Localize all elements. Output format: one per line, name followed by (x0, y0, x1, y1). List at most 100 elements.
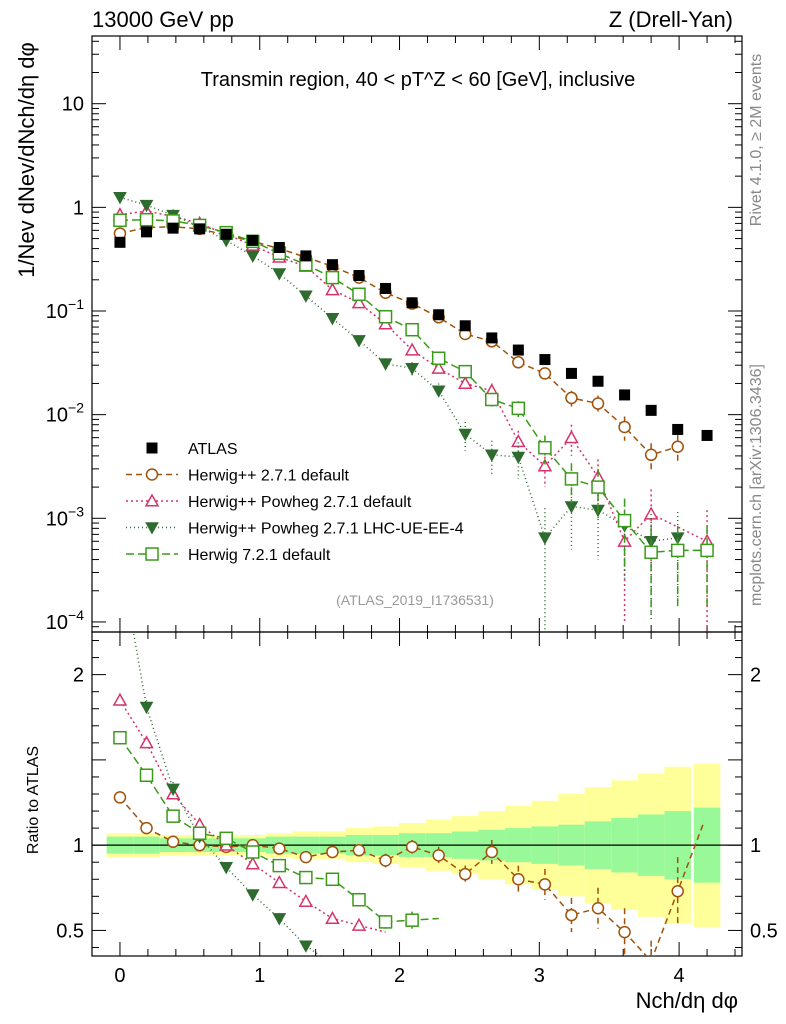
header-right: Z (Drell-Yan) (609, 7, 733, 32)
data-point (326, 845, 339, 859)
data-point (458, 364, 472, 379)
x-tick-label: 4 (674, 965, 685, 987)
y-tick-label: 1 (73, 197, 84, 219)
data-point (145, 522, 159, 535)
data-point (219, 831, 233, 846)
data-point (458, 428, 473, 442)
atlas-data-point (273, 241, 285, 253)
y-axis-label: 1/Nev dNev/dNch/dη dφ (14, 42, 39, 278)
atlas-data-point (141, 226, 153, 238)
data-point (565, 908, 578, 922)
data-point (326, 960, 338, 971)
data-point (166, 783, 180, 796)
data-point (484, 449, 499, 462)
data-point (671, 440, 684, 454)
data-point (564, 472, 579, 486)
data-point (113, 213, 127, 228)
data-point (431, 351, 446, 366)
data-point (112, 692, 128, 706)
data-point (617, 513, 632, 528)
rivet-label: Rivet 4.1.0, ≥ 2M events (748, 54, 765, 226)
data-point (591, 397, 605, 410)
data-point (618, 925, 631, 939)
data-point (299, 290, 313, 303)
legend-label: Herwig 7.2.1 default (188, 547, 331, 564)
data-point (378, 915, 393, 929)
data-point (644, 448, 658, 462)
data-point (145, 468, 159, 481)
series-line (119, 210, 708, 543)
atlas-data-point (167, 222, 179, 234)
data-point (432, 849, 445, 862)
data-point (404, 342, 420, 356)
data-point (564, 430, 579, 444)
legend-label: ATLAS (188, 441, 238, 458)
atlas-data-point (512, 344, 524, 356)
y-tick-label: 10−3 (46, 503, 84, 530)
y-tick-label: 10 (62, 94, 84, 116)
x-tick-label: 1 (254, 965, 265, 987)
mcplots-label: mcplots.cern.ch [arXiv:1306.3436] (748, 364, 765, 606)
data-point (272, 268, 287, 281)
series-line (119, 225, 678, 456)
data-point (565, 391, 578, 405)
data-point (245, 250, 260, 263)
data-point (351, 917, 367, 931)
data-point (351, 295, 367, 309)
data-point (272, 875, 287, 889)
main-series-group (112, 192, 715, 632)
data-point (192, 826, 207, 840)
data-point (538, 440, 552, 455)
data-point (325, 282, 340, 296)
data-point (485, 392, 499, 407)
atlas-data-point (380, 282, 392, 294)
data-point (511, 401, 526, 416)
ratio-tick-label-right: 2 (750, 665, 761, 687)
ratio-tick-label: 1 (73, 835, 84, 857)
data-point (139, 701, 154, 715)
data-point (405, 840, 419, 854)
atlas-data-point (539, 354, 551, 366)
atlas-data-point (220, 228, 232, 240)
data-point (618, 420, 631, 434)
data-point (325, 910, 340, 925)
data-point (511, 434, 526, 448)
data-point (352, 892, 366, 907)
data-point (512, 873, 525, 886)
data-point (299, 870, 313, 885)
x-axis-label: Nch/dη dφ (636, 988, 738, 1013)
data-point (405, 363, 419, 376)
ratio-tick-label-right: 1 (750, 835, 761, 857)
data-point (114, 550, 126, 561)
data-point (298, 893, 314, 907)
ratio-y-axis-label: Ratio to ATLAS (25, 746, 42, 854)
data-point (245, 856, 261, 870)
atlas-data-point (247, 234, 259, 246)
ratio-tick-label-right: 0.5 (750, 920, 778, 942)
data-point (113, 192, 127, 205)
data-point (246, 845, 260, 859)
data-point (538, 367, 552, 380)
data-point (378, 358, 393, 371)
atlas-data-point (645, 404, 657, 416)
data-point (140, 821, 153, 835)
data-point (325, 313, 340, 326)
data-point (144, 493, 160, 507)
atlas-data-point (459, 320, 471, 332)
y-tick-label: 10−1 (46, 296, 84, 323)
atlas-data-point (592, 375, 604, 387)
data-point (219, 862, 234, 875)
legend-marker (146, 442, 158, 454)
ratio-tick-label: 2 (73, 665, 84, 687)
atlas-data-point (433, 309, 445, 321)
data-point (139, 212, 154, 227)
data-point (113, 791, 127, 804)
legend-label: Herwig++ Powheg 2.7.1 LHC-UE-EE-4 (188, 521, 464, 538)
data-point (139, 735, 154, 749)
ratio-tick-label: 0.5 (56, 920, 84, 942)
atlas-data-point (353, 270, 365, 282)
data-point (139, 768, 154, 782)
data-point (431, 360, 446, 374)
data-point (352, 287, 366, 302)
atlas-data-point (194, 223, 206, 235)
